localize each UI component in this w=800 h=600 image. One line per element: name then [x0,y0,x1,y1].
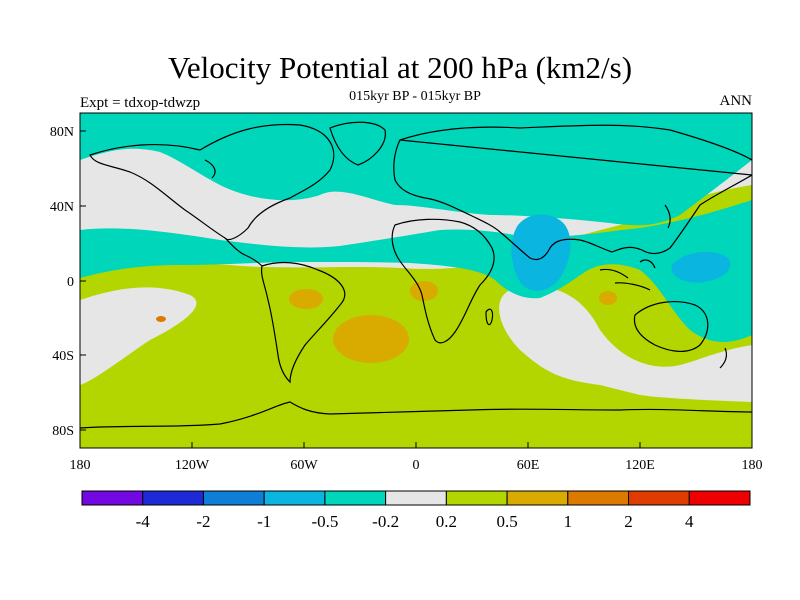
field-positive-core-indonesia [599,291,617,305]
colorbar-swatch [324,490,387,506]
lon-tick-label: 180 [742,458,763,473]
season-label: ANN [719,93,753,109]
colorbar: -4 -2 -1 -0.5 -0.2 0.2 0.5 1 2 4 [81,490,751,531]
field-positive-core-atlantic [333,315,409,363]
chart-subtitle: 015kyr BP - 015kyr BP [349,89,481,104]
field-positive-core-africa [410,281,438,301]
colorbar-label: -2 [196,512,210,531]
lon-tick-label: 60E [517,458,540,473]
colorbar-label: 0.5 [496,512,517,531]
colorbar-swatch [385,490,447,506]
colorbar-label: -1 [257,512,271,531]
lon-tick-label: 60W [290,458,318,473]
colorbar-label: -4 [136,512,151,531]
colorbar-label: -0.5 [311,512,338,531]
field-negative-north [80,113,752,226]
lon-axis: 180 120W 60W 0 60E 120E 180 [70,442,763,473]
lon-tick-label: 0 [413,458,420,473]
colorbar-swatch [142,490,204,506]
lon-tick-label: 120W [175,458,210,473]
lat-axis: 80N 40N 0 40S 80S [50,125,86,439]
coastlines [80,121,752,429]
field-neutral-band-west [80,287,197,385]
colorbar-swatch [81,490,144,506]
lat-tick-label: 40N [50,200,74,215]
field-negative-core-indian [511,214,571,291]
contour-map [80,113,752,448]
colorbar-label: 4 [685,512,694,531]
field-negative-core-pacific [671,251,731,283]
experiment-label: Expt = tdxop-tdwzp [80,95,201,111]
lat-tick-label: 40S [52,349,74,364]
field-negative-tropical [80,200,752,342]
colorbar-swatch [567,490,630,506]
colorbar-swatch [688,490,751,506]
field-positive-core-pacific [156,316,166,322]
colorbar-label: 1 [564,512,573,531]
colorbar-swatch [445,490,508,506]
colorbar-swatch [506,490,569,506]
colorbar-label: 0.2 [436,512,457,531]
chart-title: Velocity Potential at 200 hPa (km2/s) [167,50,633,85]
colorbar-swatch [628,490,690,506]
lon-tick-label: 180 [70,458,91,473]
lon-tick-label: 120E [625,458,655,473]
colorbar-swatch [202,490,265,506]
colorbar-swatch [263,490,326,506]
lat-tick-label: 0 [67,275,74,290]
colorbar-label: 2 [624,512,633,531]
lat-tick-label: 80S [52,424,74,439]
field-positive-core-amazon [289,289,323,309]
colorbar-label: -0.2 [372,512,399,531]
lat-tick-label: 80N [50,125,74,140]
